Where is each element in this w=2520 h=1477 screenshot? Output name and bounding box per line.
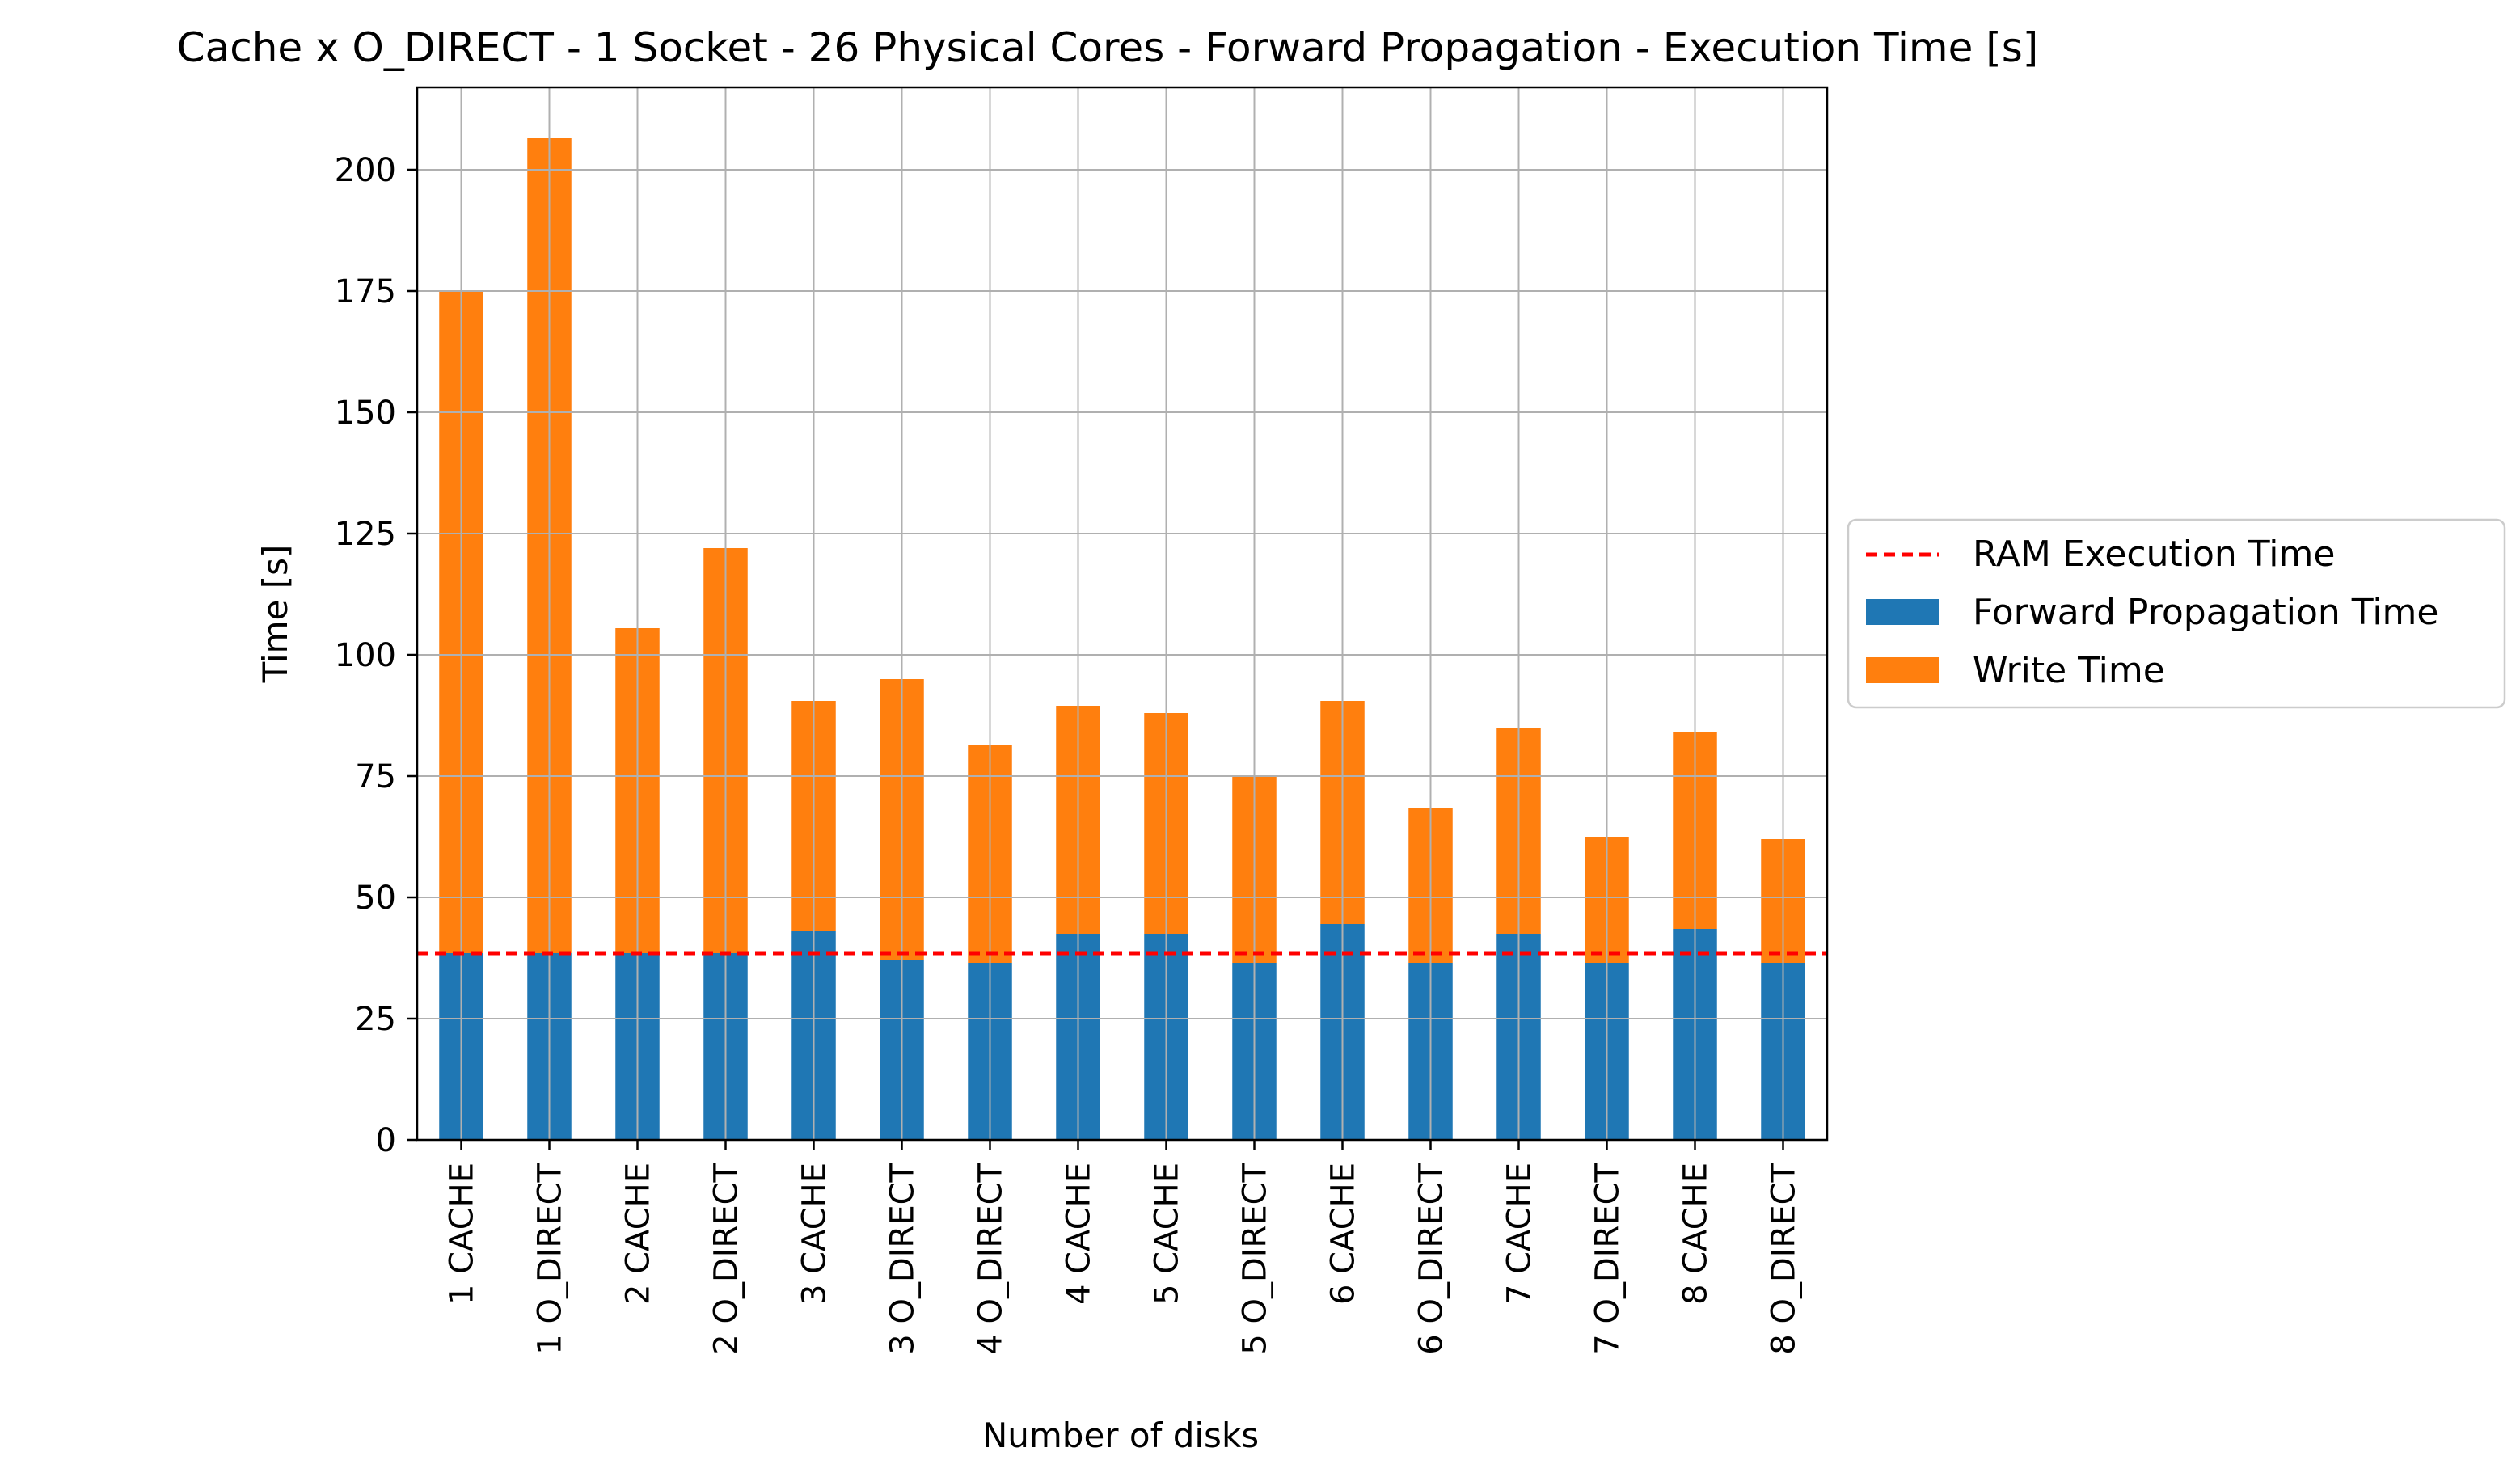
bars — [439, 138, 1805, 1140]
plot-frame — [416, 86, 1829, 1142]
x-tick-label-13: 7 O_DIRECT — [1589, 1162, 1627, 1354]
x-tick-label-7: 4 CACHE — [1061, 1163, 1098, 1305]
y-tick-label-1: 25 — [355, 1001, 396, 1038]
y-tick-label-5: 125 — [335, 516, 396, 553]
x-tick-label-0: 1 CACHE — [444, 1163, 481, 1305]
y-tick-label-8: 200 — [335, 152, 396, 189]
x-axis-label: Number of disks — [982, 1416, 1259, 1455]
x-tick-label-8: 5 CACHE — [1149, 1163, 1186, 1305]
x-tick-label-11: 6 O_DIRECT — [1413, 1162, 1450, 1354]
y-tick-label-4: 100 — [335, 637, 396, 674]
x-tick-label-9: 5 O_DIRECT — [1237, 1162, 1274, 1354]
x-tick-label-14: 8 CACHE — [1678, 1163, 1715, 1305]
y-tick-label-0: 0 — [376, 1122, 396, 1159]
x-tick-label-2: 2 CACHE — [620, 1163, 657, 1305]
y-tick-label-3: 75 — [355, 758, 396, 795]
x-tick-label-12: 7 CACHE — [1501, 1163, 1539, 1305]
x-tick-label-1: 1 O_DIRECT — [532, 1162, 569, 1354]
legend-forward-label: Forward Propagation Time — [1973, 592, 2438, 633]
x-tick-label-10: 6 CACHE — [1325, 1163, 1362, 1305]
x-tick-label-15: 8 O_DIRECT — [1766, 1162, 1803, 1354]
y-tick-label-6: 150 — [335, 395, 396, 432]
x-tick-label-6: 4 O_DIRECT — [973, 1162, 1010, 1354]
legend-write-swatch — [1866, 657, 1939, 683]
legend-forward-swatch — [1866, 599, 1939, 625]
y-axis-label: Time [s] — [255, 545, 295, 684]
legend-frame — [1847, 518, 2506, 709]
chart-title: Cache x O_DIRECT - 1 Socket - 26 Physica… — [177, 24, 2039, 71]
y-tick-label-2: 50 — [355, 880, 396, 917]
x-axis: 1 CACHE 1 O_DIRECT 2 CACHE 2 O_DIRECT 3 CACH… — [444, 1140, 1803, 1355]
x-tick-label-5: 3 O_DIRECT — [884, 1162, 922, 1354]
legend-ram-label: RAM Execution Time — [1973, 534, 2335, 575]
x-tick-label-3: 2 O_DIRECT — [708, 1162, 745, 1354]
y-axis: 0 25 50 75 100 125 150 175 200 — [335, 152, 417, 1159]
x-tick-label-4: 3 CACHE — [796, 1163, 834, 1305]
y-tick-label-7: 175 — [335, 273, 396, 310]
legend-write-label: Write Time — [1973, 650, 2165, 691]
legend: RAM Execution Time Forward Propagation T… — [1847, 518, 2506, 709]
